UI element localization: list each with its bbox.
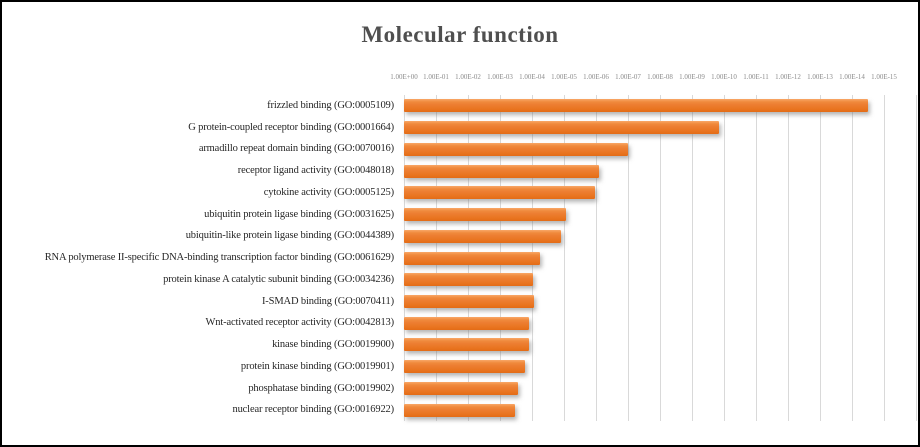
x-tick-label: 1.00E-10	[711, 73, 737, 81]
category-label: protein kinase A catalytic subunit bindi…	[163, 273, 394, 285]
category-label: ubiquitin-like protein ligase binding (G…	[185, 230, 394, 242]
x-tick-label: 1.00E-06	[583, 73, 609, 81]
bar	[404, 251, 540, 265]
bar	[404, 338, 530, 352]
x-tick-label: 1.00E-13	[807, 73, 833, 81]
x-tick-label: 1.00E-04	[519, 73, 545, 81]
gridline	[820, 95, 821, 421]
category-label: frizzled binding (GO:0005109)	[267, 100, 394, 111]
x-tick-label: 1.00E-07	[615, 73, 641, 81]
category-label: RNA polymerase II-specific DNA-binding t…	[44, 252, 394, 264]
category-label: kinase binding (GO:0019900)	[272, 339, 394, 351]
category-label: protein kinase binding (GO:0019901)	[240, 360, 394, 372]
x-tick-label: 1.00E-03	[487, 73, 513, 81]
x-tick-label: 1.00E+00	[390, 73, 418, 81]
category-label: Wnt-activated receptor activity (GO:0042…	[205, 317, 395, 329]
gridline	[852, 95, 853, 421]
gridline	[564, 95, 565, 421]
x-tick-label: 1.00E-11	[743, 73, 769, 81]
gridline	[788, 95, 789, 421]
x-tick-label: 1.00E-12	[775, 73, 801, 81]
bar	[404, 273, 533, 287]
x-tick-label: 1.00E-05	[551, 73, 577, 81]
x-tick-label: 1.00E-09	[679, 73, 705, 81]
bar	[404, 186, 596, 200]
category-label: phosphatase binding (GO:0019902)	[248, 382, 394, 394]
category-label: I-SMAD binding (GO:0070411)	[261, 295, 394, 307]
bar	[404, 403, 516, 417]
gridline	[916, 95, 917, 421]
bar	[404, 164, 600, 178]
category-label: G protein-coupled receptor binding (GO:0…	[188, 121, 394, 133]
gridline	[756, 95, 757, 421]
gridline	[628, 95, 629, 421]
chart-title: Molecular function	[361, 22, 559, 47]
x-tick-label: 1.00E-02	[455, 73, 481, 81]
bar	[404, 360, 525, 374]
bar	[404, 99, 868, 113]
x-tick-label: 1.00E-01	[423, 73, 449, 81]
bar	[404, 142, 628, 156]
category-label: ubiquitin protein ligase binding (GO:003…	[204, 208, 394, 220]
x-tick-label: 1.00E-15	[871, 73, 897, 81]
category-label: cytokine activity (GO:0005125)	[263, 186, 394, 198]
bar	[404, 229, 561, 243]
bar	[404, 381, 518, 395]
gridline	[692, 95, 693, 421]
bar	[404, 294, 534, 308]
gridline	[660, 95, 661, 421]
category-label: nuclear receptor binding (GO:0016922)	[232, 404, 394, 416]
gridline	[884, 95, 885, 421]
category-label: receptor ligand activity (GO:0048018)	[237, 165, 394, 177]
bar	[404, 208, 566, 222]
bar	[404, 121, 720, 135]
category-label: armadillo repeat domain binding (GO:0070…	[198, 143, 394, 155]
x-tick-label: 1.00E-08	[647, 73, 673, 81]
gridline	[724, 95, 725, 421]
x-tick-label: 1.00E-14	[839, 73, 865, 81]
bar	[404, 316, 530, 330]
gridline	[596, 95, 597, 421]
